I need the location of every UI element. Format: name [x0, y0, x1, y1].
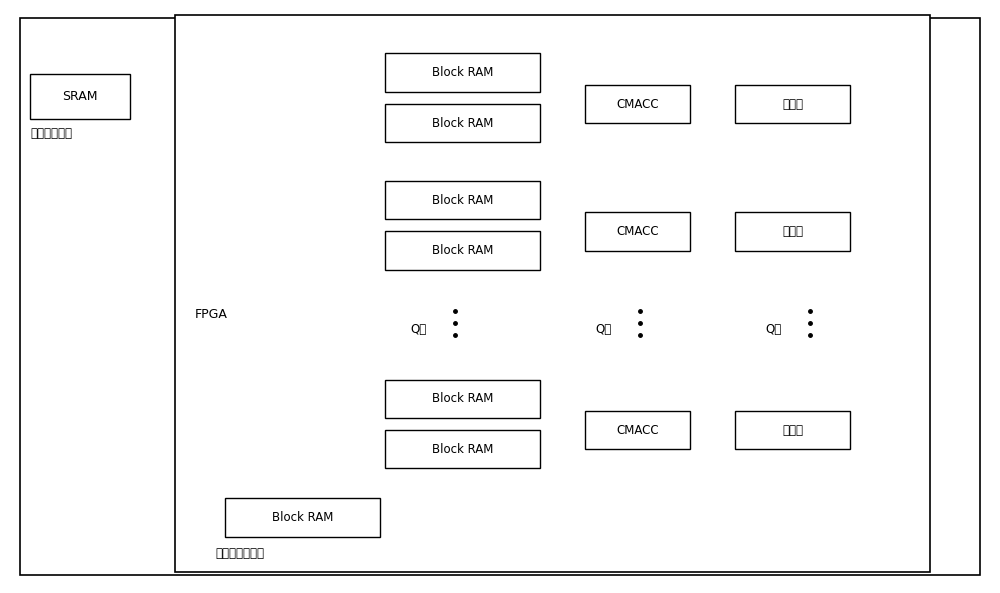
Bar: [735, 85, 850, 123]
Text: Q组: Q组: [410, 323, 426, 336]
Bar: [735, 212, 850, 251]
Bar: [385, 104, 540, 142]
Bar: [585, 212, 690, 251]
Bar: [735, 411, 850, 449]
Text: 锁存器: 锁存器: [782, 225, 803, 238]
Text: Block RAM: Block RAM: [272, 511, 333, 524]
Bar: [385, 181, 540, 219]
Text: FPGA: FPGA: [195, 308, 228, 321]
Text: 锁存器: 锁存器: [782, 424, 803, 436]
Text: 波束形成系数: 波束形成系数: [30, 127, 72, 141]
Text: CMACC: CMACC: [616, 424, 659, 436]
Bar: [385, 53, 540, 92]
Text: 锁存器: 锁存器: [782, 98, 803, 110]
Bar: [225, 498, 380, 537]
Text: SRAM: SRAM: [62, 90, 98, 103]
Text: Block RAM: Block RAM: [432, 194, 493, 206]
Bar: [385, 430, 540, 468]
Text: Q组: Q组: [765, 323, 781, 336]
Bar: [30, 74, 130, 119]
Text: 基阵列接收数据: 基阵列接收数据: [215, 547, 264, 560]
Text: Block RAM: Block RAM: [432, 443, 493, 455]
Bar: [385, 380, 540, 418]
Bar: [585, 85, 690, 123]
Bar: [585, 411, 690, 449]
Text: CMACC: CMACC: [616, 225, 659, 238]
Text: Block RAM: Block RAM: [432, 66, 493, 79]
Bar: [175, 15, 930, 572]
Text: CMACC: CMACC: [616, 98, 659, 110]
Text: Block RAM: Block RAM: [432, 393, 493, 405]
Bar: [385, 231, 540, 270]
Text: Block RAM: Block RAM: [432, 244, 493, 257]
Text: Q组: Q组: [595, 323, 611, 336]
Text: Block RAM: Block RAM: [432, 117, 493, 129]
